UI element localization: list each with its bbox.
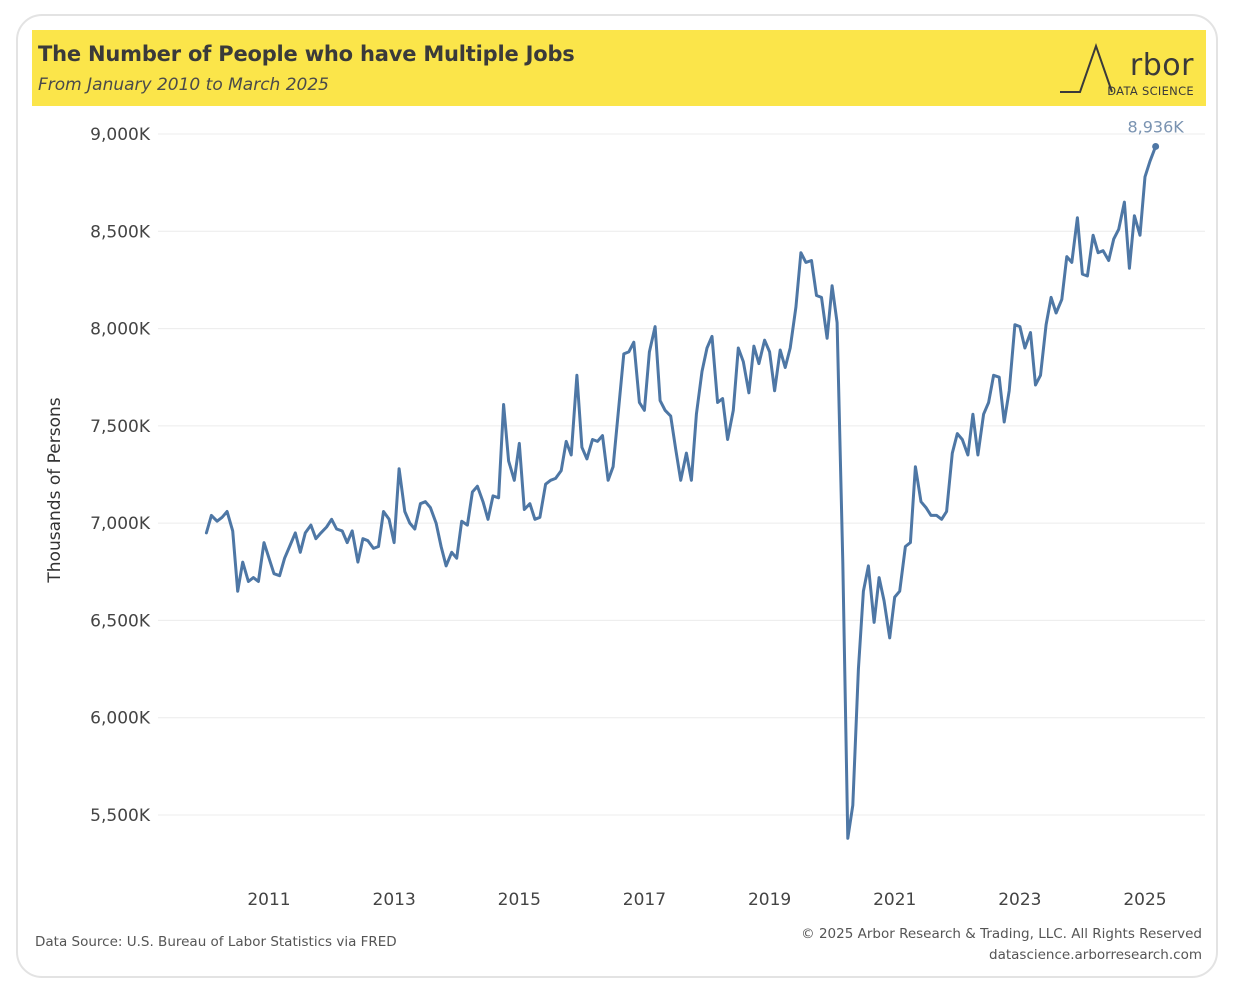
x-axis-ticks: 2011 2013 2015 2017 2019 2021 2023 2025 [247,890,1166,910]
website-link[interactable]: datascience.arborresearch.com [989,947,1202,963]
y-tick-label-5: 8,000K [90,320,151,340]
x-tick-label-4: 2019 [748,890,791,910]
data-source-note: Data Source: U.S. Bureau of Labor Statis… [35,934,397,950]
y-tick-label-1: 6,000K [90,709,151,729]
logo-wordmark: rbor [1129,48,1194,83]
x-tick-label-7: 2025 [1123,890,1166,910]
copyright-text: © 2025 Arbor Research & Trading, LLC. Al… [801,926,1202,942]
x-tick-label-5: 2021 [873,890,916,910]
x-tick-label-0: 2011 [247,890,290,910]
series-line-0 [204,145,1158,840]
chart-subtitle: From January 2010 to March 2025 [38,75,329,95]
gridlines [158,133,1205,816]
y-tick-label-0: 5,500K [90,806,151,826]
title-banner: The Number of People who have Multiple J… [32,30,1206,106]
y-tick-label-2: 6,500K [90,611,151,631]
y-tick-label-7: 9,000K [90,125,151,145]
end-point-marker [1152,142,1160,150]
chart-card [16,14,1218,978]
x-tick-label-2: 2015 [498,890,541,910]
x-tick-label-6: 2023 [998,890,1041,910]
y-axis-ticks: 5,500K 6,000K 6,500K 7,000K 7,500K 8,000K 8,50… [90,125,151,826]
arbor-logo-mark-icon [1060,42,1113,93]
y-tick-label-6: 8,500K [90,222,151,242]
y-tick-label-4: 7,500K [90,417,151,437]
y-tick-label-3: 7,000K [90,514,151,534]
y-axis-label: Thousands of Persons [45,397,65,583]
arbor-logo: rbor DATA SCIENCE [1058,38,1198,100]
series [204,145,1158,840]
x-tick-label-1: 2013 [373,890,416,910]
end-value-label: 8,936K [1127,117,1184,136]
copyright-block: © 2025 Arbor Research & Trading, LLC. Al… [801,924,1202,966]
chart-title: The Number of People who have Multiple J… [38,42,575,66]
logo-subtitle: DATA SCIENCE [1107,84,1194,98]
x-tick-label-3: 2017 [623,890,666,910]
